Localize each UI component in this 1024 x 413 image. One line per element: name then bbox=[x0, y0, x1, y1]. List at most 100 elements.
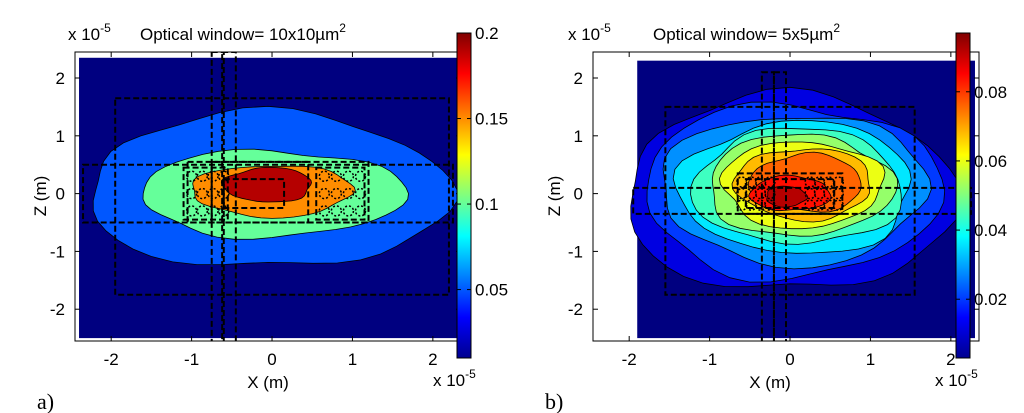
panel-b-x-tick-label-1: -1 bbox=[702, 350, 717, 369]
panel-b-dashed-dot-2-0 bbox=[736, 199, 748, 211]
panel-a-axis-multiplier: x 10-5 bbox=[68, 21, 111, 44]
panel-b-colorbar-tick-label-1: 0.04 bbox=[974, 221, 1007, 240]
panel-a-dashed-rect-7 bbox=[315, 166, 366, 221]
panel-b-dashed-dot-4-1 bbox=[813, 187, 826, 200]
panel-b-dashed-dot-2-2 bbox=[754, 199, 767, 211]
panel-a-title: Optical window= 10x10µm2 bbox=[140, 21, 346, 44]
panel-a-dashed-dot-4-2 bbox=[342, 187, 355, 200]
panel-a-dashed-dot-4-3 bbox=[354, 187, 367, 200]
panel-b-x-tick-label-2: 0 bbox=[785, 350, 794, 369]
panel-b-dashed-dot-5-2 bbox=[823, 199, 835, 211]
panel-a-y-axis-label: Z (m) bbox=[31, 176, 50, 217]
panel-b-y-axis-label: Z (m) bbox=[545, 176, 564, 217]
panel-a-dashed-rect-5 bbox=[210, 160, 310, 224]
panel-b-dashed-dot-4-0 bbox=[804, 187, 816, 200]
panel-a-dashed-dot-5-2 bbox=[342, 205, 355, 217]
panel-b-x-tick-label-3: 1 bbox=[866, 350, 875, 369]
panel-b-colorbar-tick-label-2: 0.06 bbox=[974, 152, 1007, 171]
panel-a-dashed-dot-3-0 bbox=[318, 170, 331, 183]
panel-b-colorbar-tick-label-3: 0.08 bbox=[974, 83, 1007, 102]
panel-a-plot-area bbox=[79, 52, 458, 341]
panel-a-dashed-rect-8 bbox=[222, 178, 286, 210]
panel-a-colorbar-tick-label-0: 0.05 bbox=[475, 281, 508, 300]
panel-a-y-tick-label-4: 2 bbox=[56, 69, 65, 88]
panel-a-label: a) bbox=[37, 389, 54, 413]
panel-a-x-tick-label-0: -2 bbox=[104, 350, 119, 369]
panel-b-dashed-rect-0 bbox=[664, 105, 916, 296]
panel-a-dashed-dot-1-3 bbox=[218, 187, 230, 200]
panel-b-axis-multiplier: x 10-5 bbox=[568, 21, 611, 44]
panel-a-x-tick-label-4: 2 bbox=[428, 350, 437, 369]
panel-b-dashed-dot-3-2 bbox=[823, 176, 835, 188]
panel-a-dashed-dot-0-0 bbox=[185, 170, 198, 183]
panel-a-colorbar-tick-label-3: 0.2 bbox=[475, 24, 499, 43]
panel-a-dashed-dot-5-3 bbox=[354, 205, 367, 217]
panel-a-dashed-dot-2-1 bbox=[196, 205, 209, 217]
panel-b-dashed-dot-2-1 bbox=[745, 199, 757, 211]
panel-a-colorbar-tick-label-1: 0.1 bbox=[475, 195, 499, 214]
panel-a-dashed-dot-1-1 bbox=[196, 187, 209, 200]
panel-a-dashed-dot-0-1 bbox=[196, 170, 209, 183]
panel-b-dashed-dot-4-3 bbox=[832, 187, 845, 200]
panel-a-y-tick-label-2: 0 bbox=[56, 185, 65, 204]
panel-a-dashed-dot-1-2 bbox=[207, 187, 219, 200]
panel-b-x-multiplier: x 10-5 bbox=[935, 367, 978, 390]
panel-b-plot-area bbox=[630, 60, 975, 341]
panel-a-dashed-dot-3-1 bbox=[330, 170, 343, 183]
panel-a-dashed-dot-3-2 bbox=[342, 170, 355, 183]
panel-b-dashed-dot-5-0 bbox=[804, 199, 816, 211]
panel-a-dashed-dot-4-1 bbox=[330, 187, 343, 200]
panel-a-dashed-dot-2-3 bbox=[218, 205, 230, 217]
panel-b-dashed-dot-0-1 bbox=[745, 176, 757, 188]
panel-b-dashed-dot-0-3 bbox=[764, 176, 776, 188]
panel-b-x-tick-label-0: -2 bbox=[622, 350, 637, 369]
panel-b-colorbar-tick-label-0: 0.02 bbox=[974, 290, 1007, 309]
panel-b-dashed-dot-3-0 bbox=[804, 176, 816, 188]
panel-b-dashed-dot-1-2 bbox=[754, 187, 767, 200]
panel-b-y-tick-label-2: 0 bbox=[574, 185, 583, 204]
panel-a-dashed-dot-1-0 bbox=[185, 187, 198, 200]
panel-a-x-tick-label-2: 0 bbox=[267, 350, 276, 369]
panel-b-dashed-dot-3-3 bbox=[832, 176, 845, 188]
panel-a-dashed-rect-0 bbox=[114, 97, 450, 296]
panel-a-colorbar bbox=[456, 32, 472, 359]
panel-a: x 10-5 Optical window= 10x10µm2 -2 -1 0 1 2 -… bbox=[31, 21, 508, 413]
panel-a-x-axis-label: X (m) bbox=[247, 373, 289, 392]
panel-b-x-axis-label: X (m) bbox=[749, 373, 791, 392]
panel-b-dashed-dot-4-2 bbox=[823, 187, 835, 200]
panel-a-ticks: -2 -1 0 1 2 -2 -1 0 1 2 bbox=[50, 52, 461, 369]
panel-b-title: Optical window= 5x5µm2 bbox=[653, 21, 840, 44]
panel-b-dashed-dot-0-2 bbox=[754, 176, 767, 188]
panel-a-dashed-dot-0-2 bbox=[207, 170, 219, 183]
panel-a-x-tick-label-3: 1 bbox=[348, 350, 357, 369]
panel-b-y-tick-label-1: -1 bbox=[568, 242, 583, 261]
panel-a-x-tick-label-1: -1 bbox=[184, 350, 199, 369]
panel-b-label: b) bbox=[545, 389, 563, 413]
panel-a-x-multiplier: x 10-5 bbox=[433, 367, 476, 390]
panel-b-colorbar bbox=[955, 32, 971, 359]
panel-b-y-tick-label-3: 1 bbox=[574, 127, 583, 146]
panel-b-dashed-dot-3-1 bbox=[813, 176, 826, 188]
panel-b-dashed-rect-2 bbox=[760, 71, 775, 341]
panel-b-y-tick-label-0: -2 bbox=[568, 300, 583, 319]
panel-a-colorbar-tick-label-2: 0.15 bbox=[475, 110, 508, 129]
panel-b-dashed-dot-2-3 bbox=[764, 199, 776, 211]
panel-a-dashed-rect-6 bbox=[182, 166, 229, 221]
panel-a-y-tick-label-0: -2 bbox=[50, 300, 65, 319]
panel-b-y-tick-label-4: 2 bbox=[574, 69, 583, 88]
panel-b: x 10-5 Optical window= 5x5µm2 -2 -1 0 1 2 -2 -… bbox=[545, 21, 1007, 413]
panel-b-dashed-dot-1-1 bbox=[745, 187, 757, 200]
panel-b-dashed-dot-5-1 bbox=[813, 199, 826, 211]
panel-a-dashed-dot-2-0 bbox=[185, 205, 198, 217]
panel-a-dashed-dot-5-1 bbox=[330, 205, 343, 217]
panel-a-dashed-dot-2-2 bbox=[207, 205, 219, 217]
panel-b-dashed-dot-5-3 bbox=[832, 199, 845, 211]
panel-a-dashed-dot-5-0 bbox=[318, 205, 331, 217]
panel-a-dashed-dot-0-3 bbox=[218, 170, 230, 183]
panel-b-dashed-dot-1-3 bbox=[764, 187, 776, 200]
panel-a-dashed-dot-4-0 bbox=[318, 187, 331, 200]
panel-b-axes-box bbox=[592, 51, 980, 342]
panel-a-dashed-dot-3-3 bbox=[354, 170, 367, 183]
panel-a-y-tick-label-1: -1 bbox=[50, 242, 65, 261]
